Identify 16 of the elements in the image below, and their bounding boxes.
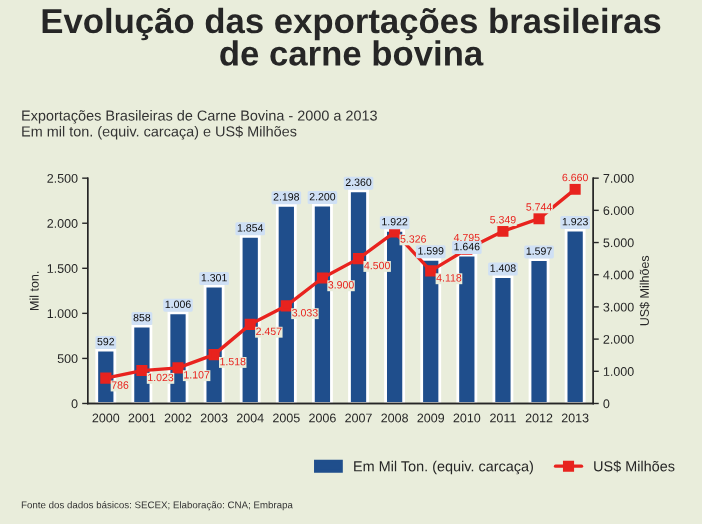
point: [569, 183, 581, 195]
point: [244, 318, 256, 330]
bar: [564, 228, 586, 404]
point: [172, 362, 184, 374]
bar: [492, 275, 514, 404]
point: [316, 272, 328, 284]
point: [100, 372, 112, 384]
point: [208, 349, 220, 361]
point: [136, 364, 148, 377]
point: [280, 300, 292, 312]
point: [352, 253, 365, 265]
point: [497, 225, 509, 237]
chart-title: Evolução das exportações brasileiras de carne bovina: [42, 7, 661, 66]
point: [533, 213, 545, 225]
point: [425, 265, 437, 277]
bar: [528, 258, 550, 404]
